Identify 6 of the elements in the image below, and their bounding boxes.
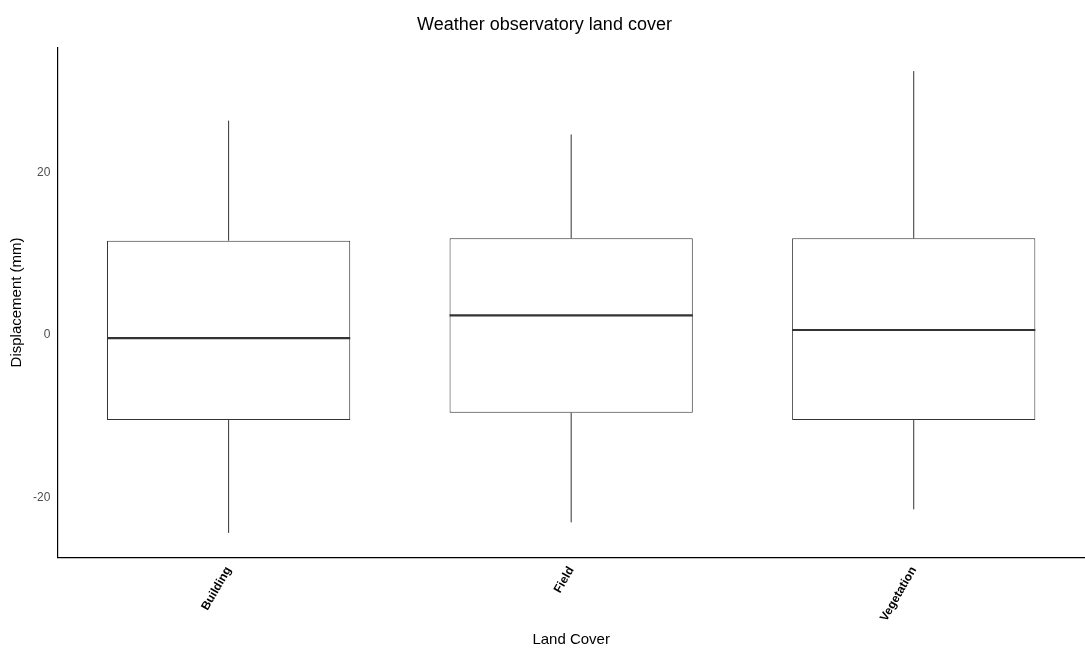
chart-title: Weather observatory land cover bbox=[417, 13, 672, 34]
x-axis-title: Land Cover bbox=[532, 630, 610, 648]
y-tick-label: 20 bbox=[36, 164, 51, 179]
y-tick-label: 0 bbox=[43, 327, 51, 342]
y-axis-title: Displacement (mm) bbox=[7, 237, 25, 368]
y-tick-label: -20 bbox=[33, 489, 51, 504]
